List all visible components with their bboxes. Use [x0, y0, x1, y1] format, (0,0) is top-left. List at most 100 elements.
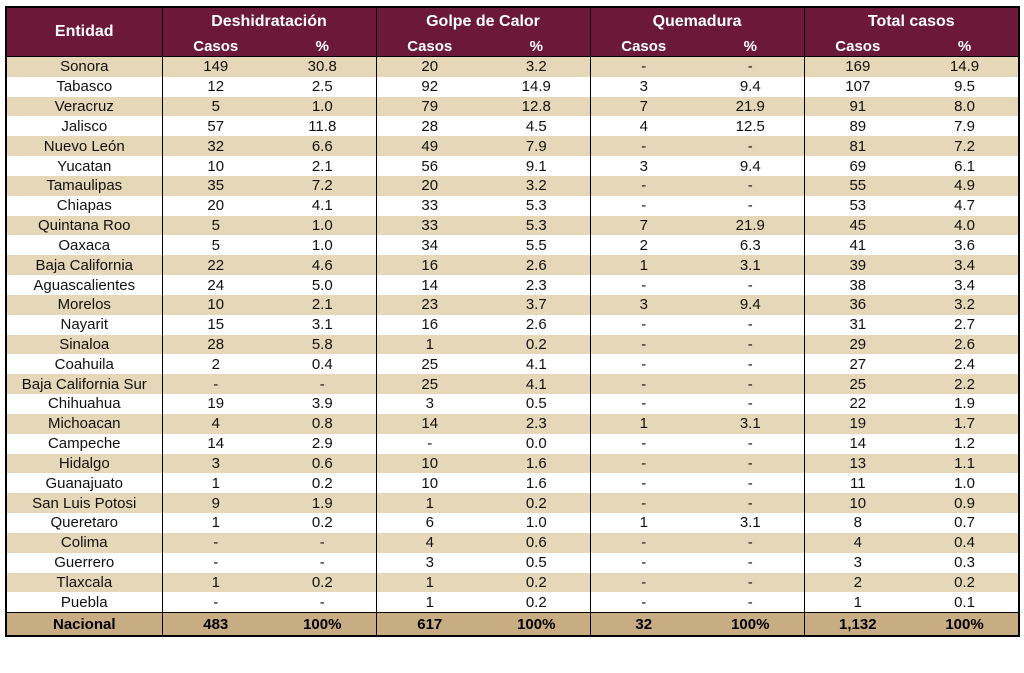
cell-total-cases: 19: [803, 413, 912, 434]
cell-burn-cases: -: [589, 592, 698, 613]
cell-dehydration-pct: 4.6: [269, 255, 377, 276]
cell-burn-pct: -: [697, 374, 805, 395]
header-cases: Casos: [589, 36, 698, 57]
header-pct: %: [697, 36, 805, 57]
cell-dehydration-pct: 2.9: [269, 433, 377, 454]
cell-total-pct: 1.0: [911, 473, 1020, 494]
cell-burn-cases: 3: [589, 156, 698, 176]
cell-burn-cases: 1: [589, 513, 698, 533]
cell-total-cases: 8: [803, 513, 912, 533]
cell-total-cases: 2: [803, 572, 912, 593]
cell-total-pct: 0.1: [911, 592, 1020, 613]
cell-heatstroke-cases: 10: [375, 473, 483, 494]
cell-heatstroke-pct: 3.2: [483, 56, 591, 77]
cell-heatstroke-pct: 9.1: [483, 156, 591, 176]
cell-heatstroke-cases: 34: [375, 235, 483, 256]
cell-dehydration-pct: 1.0: [269, 215, 377, 236]
table-row: Quintana Roo 5 1.0 33 5.3 7 21.9 45 4.0: [5, 215, 1020, 236]
table-row: Jalisco 57 11.8 28 4.5 4 12.5 89 7.9: [5, 116, 1020, 137]
cell-dehydration-cases: -: [161, 552, 269, 573]
cell-total-pct: 3.4: [911, 275, 1020, 295]
cell-total-cases: 31: [803, 314, 912, 335]
cell-burn-pct: -: [697, 136, 805, 157]
cell-heatstroke-cases: 25: [375, 354, 483, 375]
cell-entity: Tabasco: [5, 76, 163, 97]
cell-total-pct: 14.9: [911, 56, 1020, 77]
cell-dehydration-cases: 5: [161, 96, 269, 117]
cell-heatstroke-cases: 16: [375, 314, 483, 335]
cell-total-cases: 22: [803, 394, 912, 414]
cell-burn-pct: -: [697, 572, 805, 593]
cell-burn-pct: -: [697, 354, 805, 375]
cell-dehydration-cases: 9: [161, 493, 269, 514]
header-group-burn: Quemadura: [589, 6, 805, 36]
cell-total-cases: 14: [803, 433, 912, 454]
cell-total-pct: 2.4: [911, 354, 1020, 375]
cell-dehydration-cases: 24: [161, 275, 269, 295]
cell-total-cases: 11: [803, 473, 912, 494]
cell-burn-pct: 9.4: [697, 76, 805, 97]
cell-total-cases: 41: [803, 235, 912, 256]
table-row: Queretaro 1 0.2 6 1.0 1 3.1 8 0.7: [5, 513, 1020, 533]
table-row: Chiapas 20 4.1 33 5.3- -53 4.7: [5, 195, 1020, 216]
cell-heatstroke-cases: 49: [375, 136, 483, 157]
header-cases: Casos: [375, 36, 483, 57]
cell-total-cases: 91: [803, 96, 912, 117]
cell-heatstroke-pct: 0.6: [483, 532, 591, 553]
table-row: Tamaulipas 35 7.2 20 3.2- -55 4.9: [5, 175, 1020, 196]
cell-burn-cases: 7: [589, 215, 698, 236]
cell-burn-pct: -: [697, 552, 805, 573]
cell-burn-pct: 6.3: [697, 235, 805, 256]
table-row: Yucatan 10 2.1 56 9.1 3 9.4 69 6.1: [5, 156, 1020, 176]
cell-burn-pct: 9.4: [697, 294, 805, 315]
cell-total-cases: 25: [803, 374, 912, 395]
cell-entity: Aguascalientes: [5, 275, 163, 295]
cell-dehydration-cases: 14: [161, 433, 269, 454]
cell-heatstroke-cases: 25: [375, 374, 483, 395]
table-row: Oaxaca 5 1.0 34 5.5 2 6.3 41 3.6: [5, 235, 1020, 256]
cell-heatstroke-cases: 20: [375, 175, 483, 196]
cell-dehydration-pct: 7.2: [269, 175, 377, 196]
cell-total-pct: 4.9: [911, 175, 1020, 196]
cell-total-pct: 0.2: [911, 572, 1020, 593]
cell-entity: Quintana Roo: [5, 215, 163, 236]
cell-total-cases: 107: [803, 76, 912, 97]
cell-heatstroke-cases: 3: [375, 552, 483, 573]
cell-total-cases: 27: [803, 354, 912, 375]
cell-total-pct: 1.1: [911, 453, 1020, 474]
cell-total-cases: 81: [803, 136, 912, 157]
cell-heatstroke-cases: 14: [375, 275, 483, 295]
total-dehydration-cases: 483: [161, 612, 269, 637]
table-row: Nayarit 15 3.1 16 2.6- -31 2.7: [5, 314, 1020, 335]
cell-dehydration-cases: 2: [161, 354, 269, 375]
table-row: Michoacan 4 0.8 14 2.3 1 3.1 19 1.7: [5, 413, 1020, 434]
cell-heatstroke-pct: 0.0: [483, 433, 591, 454]
cell-burn-pct: 3.1: [697, 255, 805, 276]
cell-dehydration-cases: 1: [161, 513, 269, 533]
cell-entity: Hidalgo: [5, 453, 163, 474]
table-row: Tlaxcala 1 0.2 1 0.2- -2 0.2: [5, 572, 1020, 593]
total-label: Nacional: [5, 612, 163, 637]
cell-dehydration-pct: 30.8: [269, 56, 377, 77]
cell-heatstroke-cases: 1: [375, 334, 483, 355]
cell-dehydration-cases: -: [161, 374, 269, 395]
cell-heatstroke-cases: 10: [375, 453, 483, 474]
cell-entity: Oaxaca: [5, 235, 163, 256]
table-row: Baja California 22 4.6 16 2.6 1 3.1 39 3.4: [5, 255, 1020, 276]
cell-dehydration-pct: 11.8: [269, 116, 377, 137]
cell-dehydration-cases: 22: [161, 255, 269, 276]
cell-burn-cases: 3: [589, 76, 698, 97]
cell-burn-pct: 3.1: [697, 513, 805, 533]
cell-heatstroke-pct: 5.3: [483, 195, 591, 216]
cell-burn-cases: -: [589, 354, 698, 375]
header-pct: %: [483, 36, 591, 57]
cell-dehydration-cases: 19: [161, 394, 269, 414]
cell-entity: Queretaro: [5, 513, 163, 533]
header-cases: Casos: [161, 36, 269, 57]
cell-burn-cases: -: [589, 175, 698, 196]
cell-total-pct: 7.2: [911, 136, 1020, 157]
cell-total-pct: 0.9: [911, 493, 1020, 514]
header-group-heatstroke: Golpe de Calor: [375, 6, 591, 36]
cell-burn-cases: -: [589, 334, 698, 355]
cell-total-pct: 1.9: [911, 394, 1020, 414]
